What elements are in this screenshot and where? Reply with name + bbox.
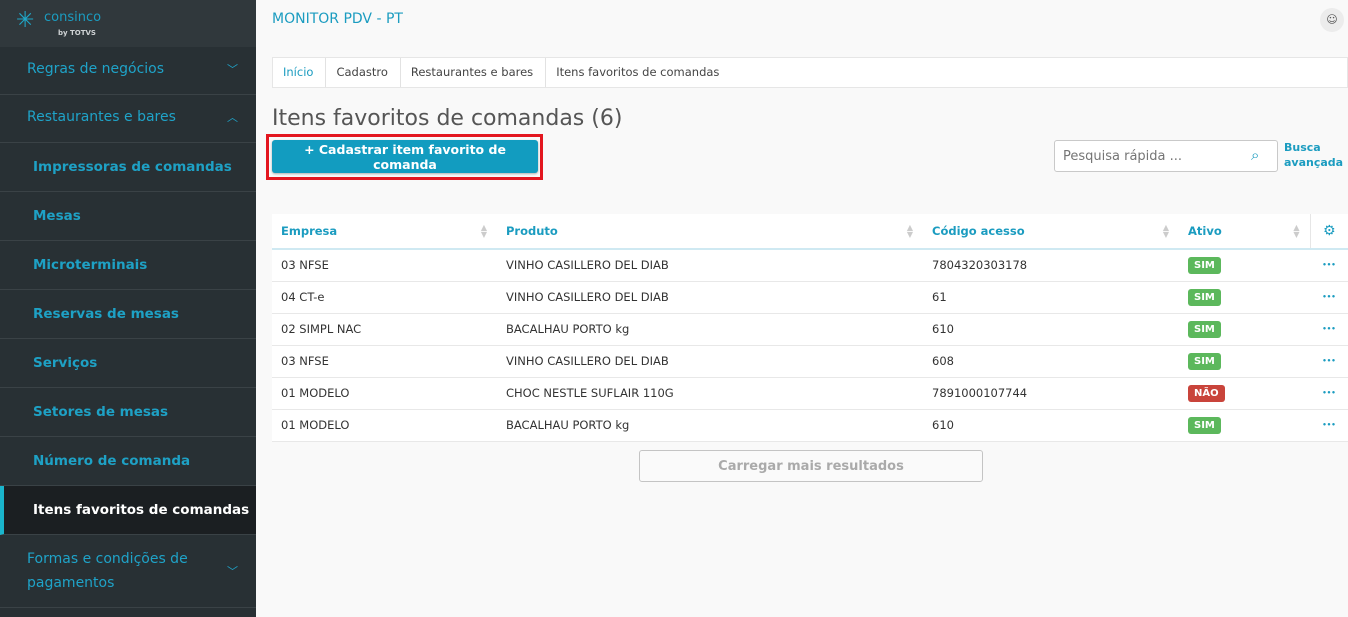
table-cell: VINHO CASILLERO DEL DIAB (497, 281, 923, 314)
col-label: Empresa (281, 224, 338, 238)
breadcrumb-inicio[interactable]: Início (273, 58, 327, 87)
sort-icon[interactable]: ▲ ▼ (1162, 223, 1169, 239)
load-more-button[interactable]: Carregar mais resultados (639, 450, 983, 482)
row-actions-icon[interactable]: ••• (1310, 409, 1348, 442)
col-codigo[interactable]: Código acesso ▲ ▼ (923, 214, 1179, 250)
status-cell: NÃO (1179, 377, 1310, 410)
table-cell: 608 (923, 345, 1179, 378)
advanced-search-link[interactable]: Busca avançada (1284, 140, 1344, 170)
table-cell: BACALHAU PORTO kg (497, 313, 923, 346)
sidebar: ✳ consinco by TOTVS Regras de negócios ﹀ … (0, 0, 256, 617)
status-cell: SIM (1179, 345, 1310, 378)
highlight-box (266, 134, 543, 180)
status-cell: SIM (1179, 409, 1310, 442)
logo: ✳ consinco by TOTVS (0, 0, 256, 47)
table-row[interactable]: 03 NFSE VINHO CASILLERO DEL DIAB 780432030… (272, 249, 1348, 282)
col-produto[interactable]: Produto ▲ ▼ (497, 214, 923, 250)
sidebar-item[interactable]: Setores de mesas (0, 388, 256, 437)
status-badge: SIM (1188, 256, 1221, 274)
table-row[interactable]: 04 CT-e VINHO CASILLERO DEL DIAB 61 SIM ••• (272, 281, 1348, 314)
consinco-logo-icon: ✳ (16, 8, 35, 33)
row-actions-icon[interactable]: ••• (1310, 281, 1348, 314)
table-cell: 03 NFSE (272, 249, 497, 282)
table-cell: 01 MODELO (272, 409, 497, 442)
status-cell: SIM (1179, 313, 1310, 346)
breadcrumb-current: Itens favoritos de comandas (556, 65, 720, 79)
sidebar-group-formas[interactable]: Formas e condições de pagamentos ﹀ (0, 535, 256, 608)
group-label: Formas e condições de pagamentos (27, 551, 188, 591)
sidebar-group-restaurantes[interactable]: Restaurantes e bares ︿ (0, 95, 256, 143)
table-cell: 03 NFSE (272, 345, 497, 378)
table-row[interactable]: 03 NFSE VINHO CASILLERO DEL DIAB 608 SIM ••• (272, 345, 1348, 378)
sidebar-item[interactable]: Número de comanda (0, 437, 256, 486)
table-row[interactable]: 01 MODELO BACALHAU PORTO kg 610 SIM ••• (272, 409, 1348, 442)
brand-name: consinco (44, 10, 102, 25)
sort-icon[interactable]: ▲ ▼ (906, 223, 913, 239)
status-badge: SIM (1188, 320, 1221, 338)
col-label: Produto (506, 224, 558, 238)
sidebar-item[interactable]: Mesas (0, 192, 256, 241)
breadcrumb: Início Cadastro Restaurantes e bares Ite… (272, 57, 1348, 88)
col-ativo[interactable]: Ativo ▲ ▼ (1179, 214, 1310, 250)
chevron-down-icon: ﹀ (227, 565, 238, 578)
row-actions-icon[interactable]: ••• (1310, 345, 1348, 378)
favorites-table: Empresa ▲ ▼ Produto ▲ ▼ Código acesso ▲ ▼ Ativ… (272, 214, 1348, 442)
status-badge: NÃO (1188, 384, 1225, 402)
sidebar-item[interactable]: Microterminais (0, 241, 256, 290)
quick-search-input[interactable] (1054, 140, 1278, 172)
table-cell: 02 SIMPL NAC (272, 313, 497, 346)
table-cell: 01 MODELO (272, 377, 497, 410)
breadcrumb-cadastro[interactable]: Cadastro (326, 58, 401, 87)
chevron-down-icon: ﹀ (227, 63, 238, 76)
table-cell: 7804320303178 (923, 249, 1179, 282)
status-badge: SIM (1188, 416, 1221, 434)
table-cell: 61 (923, 281, 1179, 314)
table-cell: 7891000107744 (923, 377, 1179, 410)
gear-icon[interactable]: ⚙ (1309, 214, 1348, 250)
search-icon[interactable]: ⌕ (1251, 146, 1260, 164)
table-cell: 610 (923, 313, 1179, 346)
sort-icon[interactable]: ▲ ▼ (1293, 223, 1300, 239)
status-badge: SIM (1188, 352, 1221, 370)
row-actions-icon[interactable]: ••• (1310, 313, 1348, 346)
col-label: Código acesso (932, 224, 1025, 238)
group-label: Restaurantes e bares (27, 109, 176, 125)
col-empresa[interactable]: Empresa ▲ ▼ (272, 214, 497, 250)
table-cell: VINHO CASILLERO DEL DIAB (497, 249, 923, 282)
table-cell: CHOC NESTLE SUFLAIR 110G (497, 377, 923, 410)
sidebar-item[interactable]: Serviços (0, 339, 256, 388)
row-actions-icon[interactable]: ••• (1310, 249, 1348, 282)
sort-icon[interactable]: ▲ ▼ (480, 223, 487, 239)
sidebar-group-regras[interactable]: Regras de negócios ﹀ (0, 47, 256, 95)
table-cell: BACALHAU PORTO kg (497, 409, 923, 442)
app-title: MONITOR PDV - PT (272, 11, 403, 27)
add-favorite-item-button[interactable]: + Cadastrar item favorito de comanda (272, 140, 538, 173)
table-cell: VINHO CASILLERO DEL DIAB (497, 345, 923, 378)
table-cell: 04 CT-e (272, 281, 497, 314)
table-cell: 610 (923, 409, 1179, 442)
col-label: Ativo (1188, 224, 1222, 238)
page-title: Itens favoritos de comandas (6) (272, 106, 623, 131)
sidebar-item[interactable]: Itens favoritos de comandas (0, 486, 256, 535)
top-bar: MONITOR PDV - PT ☺ (256, 0, 1348, 42)
group-label: Regras de negócios (27, 61, 165, 77)
table-row[interactable]: 01 MODELO CHOC NESTLE SUFLAIR 110G 7891000… (272, 377, 1348, 410)
user-icon[interactable]: ☺ (1320, 8, 1344, 32)
status-cell: SIM (1179, 281, 1310, 314)
status-badge: SIM (1188, 288, 1221, 306)
chevron-up-icon: ︿ (227, 111, 238, 124)
sidebar-item[interactable]: Impressoras de comandas (0, 143, 256, 192)
table-row[interactable]: 02 SIMPL NAC BACALHAU PORTO kg 610 SIM ••• (272, 313, 1348, 346)
sidebar-item[interactable]: Reservas de mesas (0, 290, 256, 339)
breadcrumb-restaurantes[interactable]: Restaurantes e bares (401, 58, 547, 87)
row-actions-icon[interactable]: ••• (1310, 377, 1348, 410)
advanced-search-label: Busca avançada (1284, 141, 1344, 169)
status-cell: SIM (1179, 249, 1310, 282)
brand-by: by TOTVS (58, 29, 96, 37)
